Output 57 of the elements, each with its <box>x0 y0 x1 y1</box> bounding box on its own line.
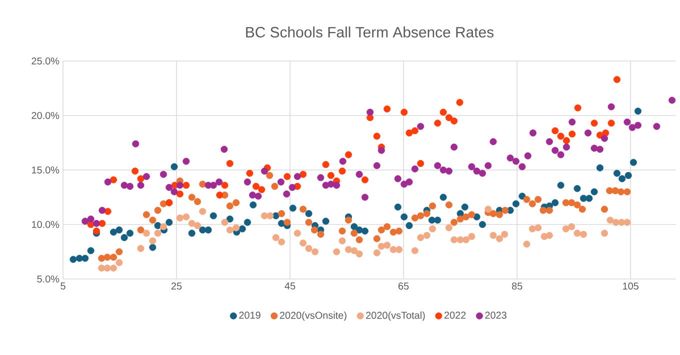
point <box>110 176 118 184</box>
point <box>552 127 559 134</box>
point <box>252 182 260 190</box>
point <box>132 168 139 175</box>
point <box>322 161 330 168</box>
x-tick-label: 65 <box>398 282 409 290</box>
point <box>345 151 352 158</box>
point <box>400 108 408 116</box>
point <box>98 220 106 227</box>
point <box>221 182 228 189</box>
point <box>417 160 424 167</box>
point <box>562 137 570 144</box>
point <box>434 120 442 127</box>
point <box>440 108 447 116</box>
y-tick-label: 10.0% <box>32 220 60 228</box>
point <box>176 190 184 198</box>
point <box>300 170 307 178</box>
x-tick-label: 85 <box>512 282 522 290</box>
x-tick-label: 45 <box>284 282 296 290</box>
chart-title: BC Schools Fall Term Absence Rates <box>246 26 494 38</box>
y-tick-label: 25.0% <box>32 57 60 65</box>
point <box>445 114 452 122</box>
point <box>406 129 413 136</box>
point <box>613 76 620 84</box>
legend-label: 2020(vsTotal) <box>366 312 425 321</box>
point <box>104 208 112 215</box>
point <box>456 98 464 106</box>
point <box>258 186 266 194</box>
point <box>373 132 380 140</box>
point <box>574 104 582 112</box>
point <box>284 173 291 180</box>
point <box>361 176 368 184</box>
x-tick-label: 105 <box>623 282 638 290</box>
x-tick-label: 5 <box>60 282 66 290</box>
y-tick-label: 20.0% <box>32 112 60 120</box>
point <box>137 175 144 182</box>
point <box>608 120 615 127</box>
x-tick-label: 25 <box>171 282 182 290</box>
point <box>216 192 224 199</box>
point <box>226 160 234 167</box>
legend-label: 2020(vsOnsite) <box>280 312 346 321</box>
legend-label: 2019 <box>239 312 260 319</box>
legend-label: 2023 <box>485 312 506 319</box>
point <box>246 170 254 177</box>
point <box>384 105 391 112</box>
point <box>411 127 418 134</box>
legend-label: 2022 <box>444 312 466 319</box>
y-tick-label: 15.0% <box>32 166 60 174</box>
point <box>568 130 576 138</box>
point <box>366 114 374 122</box>
point <box>450 117 458 124</box>
point <box>557 132 564 140</box>
y-tick-label: 5.0% <box>37 275 60 283</box>
point <box>338 168 346 175</box>
point <box>590 120 598 127</box>
point <box>182 182 190 189</box>
point <box>327 172 334 179</box>
